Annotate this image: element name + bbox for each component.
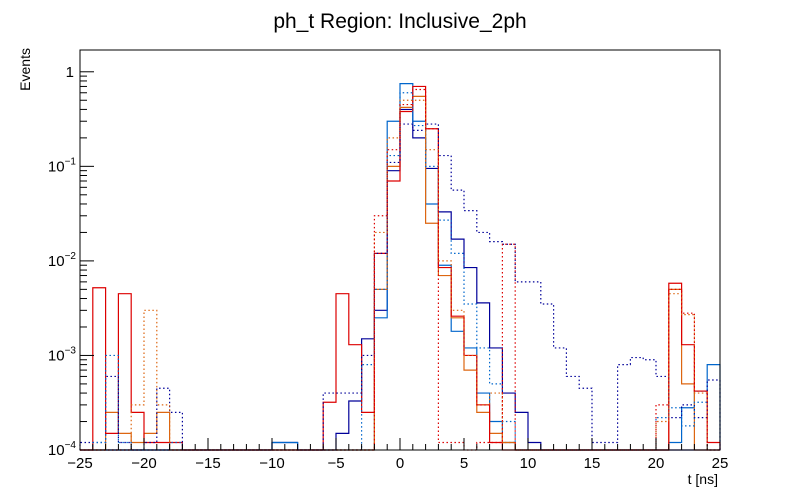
y-tick-label: 10−3 <box>48 345 77 364</box>
chart-title: ph_t Region: Inclusive_2ph <box>273 10 526 33</box>
x-tick-label: 15 <box>584 455 601 472</box>
y-tick-label: 10−4 <box>48 440 77 459</box>
y-tick-label: 1 <box>66 64 74 81</box>
y-tick-label: 10−2 <box>48 251 77 270</box>
series-layer <box>79 83 721 451</box>
y-tick-label: 10−1 <box>48 156 77 175</box>
x-axis-label: t [ns] <box>688 471 718 487</box>
x-tick-label: 5 <box>460 455 468 472</box>
series-navy-dotted <box>79 123 721 451</box>
x-tick-label: −10 <box>259 455 284 472</box>
x-tick-label: −15 <box>195 455 220 472</box>
axes-layer: −25 −20 −15 −10 −5 0 5 10 15 20 25 10−4 10−3 10−2 10−1… <box>48 49 729 472</box>
x-tick-label: 10 <box>520 455 537 472</box>
x-tick-label: −20 <box>131 455 156 472</box>
x-tick-label: −25 <box>67 455 92 472</box>
x-tick-label: 0 <box>396 455 404 472</box>
x-tick-label: 25 <box>712 455 729 472</box>
x-tick-label: −5 <box>327 455 344 472</box>
x-tick-label: 20 <box>648 455 665 472</box>
y-axis-label: Events <box>17 48 33 91</box>
